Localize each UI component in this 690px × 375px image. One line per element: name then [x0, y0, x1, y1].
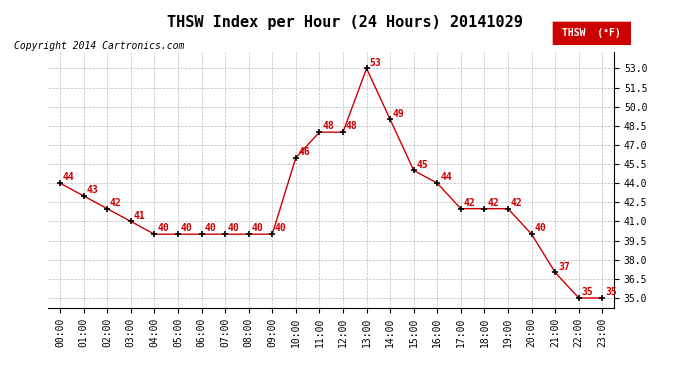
Text: 44: 44	[63, 172, 75, 182]
Text: 41: 41	[134, 211, 146, 220]
Text: Copyright 2014 Cartronics.com: Copyright 2014 Cartronics.com	[14, 41, 184, 51]
Text: 37: 37	[558, 262, 570, 272]
Text: 35: 35	[605, 287, 617, 297]
Text: 40: 40	[181, 224, 193, 233]
Text: THSW Index per Hour (24 Hours) 20141029: THSW Index per Hour (24 Hours) 20141029	[167, 15, 523, 30]
Text: THSW  (°F): THSW (°F)	[562, 28, 621, 38]
Text: 42: 42	[110, 198, 121, 208]
Text: 42: 42	[464, 198, 475, 208]
Text: 40: 40	[204, 224, 216, 233]
Text: 40: 40	[275, 224, 287, 233]
Text: 42: 42	[511, 198, 522, 208]
Text: 40: 40	[157, 224, 169, 233]
Text: 43: 43	[86, 185, 98, 195]
Text: 40: 40	[534, 224, 546, 233]
Text: 48: 48	[322, 122, 334, 131]
Text: 40: 40	[228, 224, 239, 233]
Text: 49: 49	[393, 109, 404, 118]
Text: 42: 42	[487, 198, 499, 208]
Text: 48: 48	[346, 122, 357, 131]
Text: 35: 35	[582, 287, 593, 297]
Text: 44: 44	[440, 172, 452, 182]
Text: 46: 46	[299, 147, 310, 157]
Text: 45: 45	[417, 160, 428, 170]
Text: 53: 53	[369, 58, 381, 68]
Text: 40: 40	[251, 224, 263, 233]
